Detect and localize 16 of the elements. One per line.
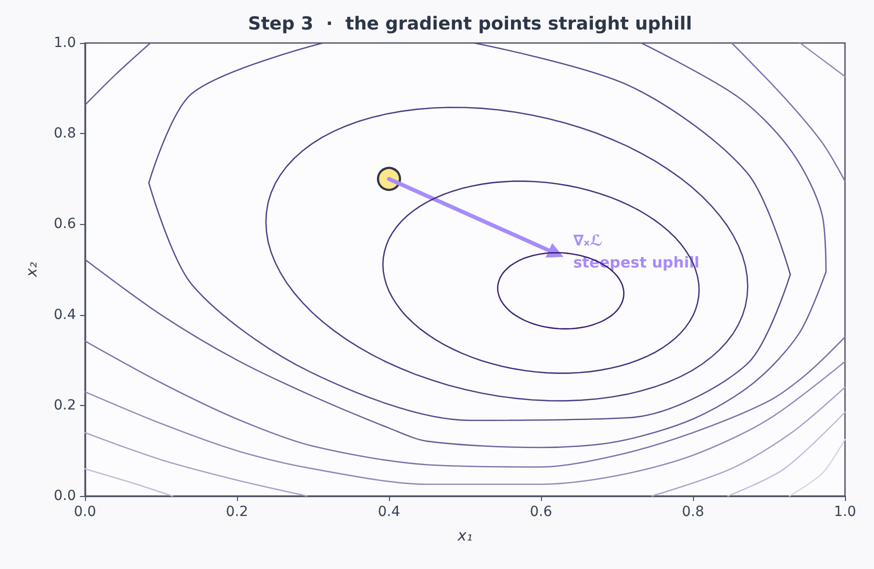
- y-axis-title: x₂: [22, 262, 40, 278]
- x-tick-label: 0.8: [682, 504, 704, 520]
- chart-title: Step 3 · the gradient points straight uphill: [248, 14, 692, 34]
- x-tick-label: 0.0: [74, 504, 96, 520]
- x-tick-label: 1.0: [834, 504, 856, 520]
- annotation: ∇ₓℒ: [573, 232, 603, 250]
- x-tick-label: 0.4: [378, 504, 400, 520]
- y-tick-label: 0.8: [54, 126, 76, 142]
- y-tick-label: 0.4: [54, 306, 76, 323]
- x-tick-label: 0.6: [530, 504, 552, 520]
- y-tick-label: 0.2: [54, 397, 76, 414]
- x-axis-title: x₁: [456, 526, 472, 544]
- y-tick-label: 1.0: [54, 35, 76, 51]
- x-tick-label: 0.2: [226, 504, 248, 520]
- y-tick-label: 0.0: [54, 488, 76, 504]
- y-tick-label: 0.6: [54, 216, 76, 232]
